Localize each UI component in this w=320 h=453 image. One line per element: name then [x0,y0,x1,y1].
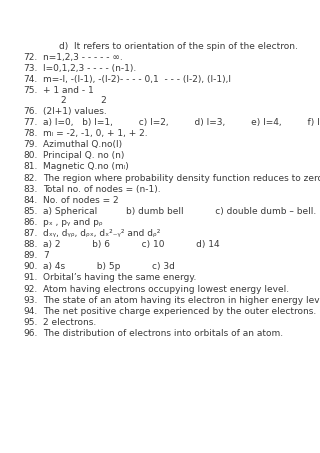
Text: 94.: 94. [23,307,37,316]
Text: 85.: 85. [23,207,37,216]
Text: No. of nodes = 2: No. of nodes = 2 [43,196,119,205]
Text: 83.: 83. [23,185,37,193]
Text: Magnetic Q.no (mₗ): Magnetic Q.no (mₗ) [43,163,129,171]
Text: 80.: 80. [23,151,37,160]
Text: 82.: 82. [23,173,37,183]
Text: 89.: 89. [23,251,37,260]
Text: 88.: 88. [23,240,37,249]
Text: Principal Q. no (n): Principal Q. no (n) [43,151,124,160]
Text: 91.: 91. [23,274,37,282]
Text: pₓ , pᵧ and pᵨ: pₓ , pᵧ and pᵨ [43,218,103,227]
Text: 74.: 74. [23,75,37,84]
Text: d)  It refers to orientation of the spin of the electron.: d) It refers to orientation of the spin … [59,42,298,51]
Text: a) 2           b) 6           c) 10           d) 14: a) 2 b) 6 c) 10 d) 14 [43,240,220,249]
Text: 92.: 92. [23,284,37,294]
Text: 77.: 77. [23,118,37,127]
Text: a) 4s           b) 5p           c) 3d: a) 4s b) 5p c) 3d [43,262,175,271]
Text: Atom having electrons occupying lowest energy level.: Atom having electrons occupying lowest e… [43,284,289,294]
Text: 86.: 86. [23,218,37,227]
Text: l=0,1,2,3 - - - - (n-1).: l=0,1,2,3 - - - - (n-1). [43,64,136,73]
Text: a) l=0,   b) l=1,         c) l=2,         d) l=3,         e) l=4,         f) l=5: a) l=0, b) l=1, c) l=2, d) l=3, e) l=4, … [43,118,320,127]
Text: + 1 and - 1: + 1 and - 1 [43,87,94,96]
Text: Azimuthal Q.no(l): Azimuthal Q.no(l) [43,140,122,149]
Text: 7: 7 [43,251,49,260]
Text: 73.: 73. [23,64,37,73]
Text: 79.: 79. [23,140,37,149]
Text: 2            2: 2 2 [61,96,107,105]
Text: (2l+1) values.: (2l+1) values. [43,107,107,116]
Text: The distribution of electrons into orbitals of an atom.: The distribution of electrons into orbit… [43,329,283,338]
Text: 84.: 84. [23,196,37,205]
Text: 72.: 72. [23,53,37,62]
Text: dₓᵧ, dᵧᵨ, dᵨₓ, dₓ²₋ᵧ² and dᵨ²: dₓᵧ, dᵧᵨ, dᵨₓ, dₓ²₋ᵧ² and dᵨ² [43,229,161,238]
Text: The region where probability density function reduces to zero.: The region where probability density fun… [43,173,320,183]
Text: Total no. of nodes = (n-1).: Total no. of nodes = (n-1). [43,185,161,193]
Text: m=-l, -(l-1), -(l-2)- - - - 0,1  - - - (l-2), (l-1),l: m=-l, -(l-1), -(l-2)- - - - 0,1 - - - (l… [43,75,231,84]
Text: Orbital’s having the same energy.: Orbital’s having the same energy. [43,274,196,282]
Text: 76.: 76. [23,107,37,116]
Text: mₗ = -2, -1, 0, + 1, + 2.: mₗ = -2, -1, 0, + 1, + 2. [43,129,148,138]
Text: 87.: 87. [23,229,37,238]
Text: 81.: 81. [23,163,37,171]
Text: 2 electrons.: 2 electrons. [43,318,96,327]
Text: a) Spherical          b) dumb bell           c) double dumb – bell.: a) Spherical b) dumb bell c) double dumb… [43,207,316,216]
Text: The state of an atom having its electron in higher energy level.: The state of an atom having its electron… [43,296,320,304]
Text: 90.: 90. [23,262,37,271]
Text: 78.: 78. [23,129,37,138]
Text: n=1,2,3 - - - - - ∞.: n=1,2,3 - - - - - ∞. [43,53,123,62]
Text: 93.: 93. [23,296,37,304]
Text: The net positive charge experienced by the outer electrons.: The net positive charge experienced by t… [43,307,316,316]
Text: 75.: 75. [23,87,37,96]
Text: 96.: 96. [23,329,37,338]
Text: 95.: 95. [23,318,37,327]
